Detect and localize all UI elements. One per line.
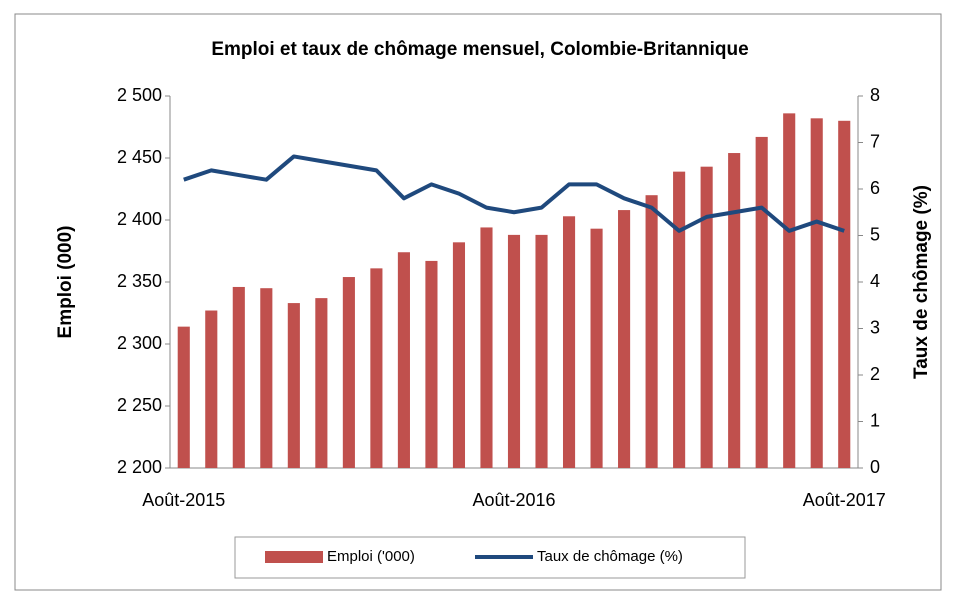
bar: [590, 228, 603, 468]
y-tick-label: 2 250: [117, 395, 162, 415]
y-tick-label: 2 500: [117, 85, 162, 105]
y2-tick-label: 5: [870, 224, 880, 244]
bar: [535, 234, 548, 468]
y2-tick-label: 1: [870, 410, 880, 430]
bar: [232, 286, 245, 468]
bar: [260, 288, 273, 468]
y2-axis-label: Taux de chômage (%): [911, 185, 932, 379]
legend-swatch: [265, 551, 323, 563]
bar: [315, 298, 328, 468]
legend-label: Taux de chômage (%): [537, 548, 683, 565]
bar: [370, 268, 383, 468]
y-tick-label: 2 200: [117, 457, 162, 477]
y-tick-label: 2 350: [117, 271, 162, 291]
x-tick-label: Août-2015: [142, 490, 225, 510]
bar: [728, 153, 741, 469]
bar: [507, 234, 521, 468]
line: [183, 154, 845, 233]
bar: [452, 242, 466, 468]
legend-label: Emploi ('000): [327, 548, 415, 565]
bar: [810, 118, 823, 468]
y-tick-label: 2 450: [117, 147, 162, 167]
bar: [425, 260, 438, 468]
y-tick-label: 2 300: [117, 333, 162, 353]
y2-tick-label: 2: [870, 364, 880, 384]
y2-tick-label: 3: [870, 317, 880, 337]
bar: [480, 227, 493, 468]
bar: [177, 326, 190, 468]
bar: [838, 120, 851, 469]
x-tick-label: Août-2016: [472, 490, 555, 510]
bar: [783, 113, 796, 469]
bar: [287, 303, 300, 468]
chart-title: Emploi et taux de chômage mensuel, Colom…: [211, 39, 748, 60]
y2-tick-label: 0: [870, 457, 880, 477]
y2-tick-label: 7: [870, 131, 880, 151]
x-tick-label: Août-2017: [803, 490, 886, 510]
bar: [562, 216, 576, 468]
y2-tick-label: 8: [870, 85, 880, 105]
bar: [397, 252, 410, 468]
bar: [342, 277, 355, 468]
bar: [700, 166, 713, 468]
y-axis-label: Emploi (000): [55, 226, 76, 339]
bar: [755, 136, 768, 469]
y2-tick-label: 6: [870, 178, 880, 198]
y2-tick-label: 4: [870, 271, 880, 291]
y-tick-label: 2 400: [117, 209, 162, 229]
bar: [673, 171, 686, 468]
bar: [205, 310, 218, 468]
bar: [618, 210, 631, 468]
bar: [645, 195, 658, 468]
